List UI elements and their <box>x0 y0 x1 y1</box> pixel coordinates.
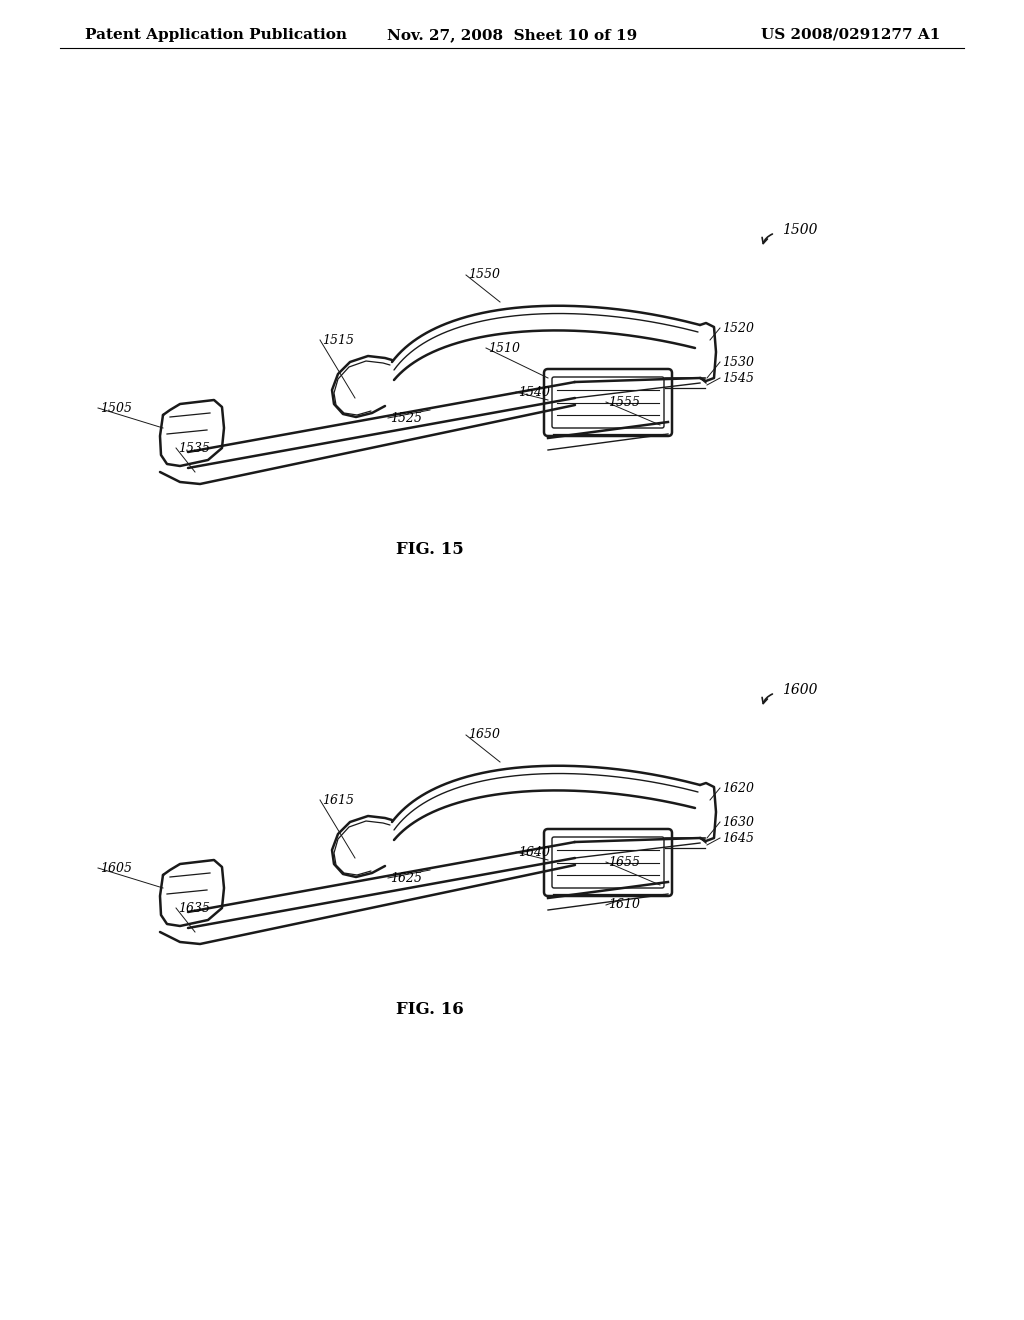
Text: 1500: 1500 <box>782 223 817 238</box>
Text: 1555: 1555 <box>608 396 640 408</box>
Text: 1615: 1615 <box>322 793 354 807</box>
Text: 1545: 1545 <box>722 371 754 384</box>
Text: 1640: 1640 <box>518 846 550 858</box>
Text: 1530: 1530 <box>722 355 754 368</box>
Text: 1515: 1515 <box>322 334 354 346</box>
Text: 1550: 1550 <box>468 268 500 281</box>
FancyBboxPatch shape <box>544 370 672 436</box>
Text: 1645: 1645 <box>722 832 754 845</box>
Text: Nov. 27, 2008  Sheet 10 of 19: Nov. 27, 2008 Sheet 10 of 19 <box>387 28 637 42</box>
Text: Patent Application Publication: Patent Application Publication <box>85 28 347 42</box>
Text: 1525: 1525 <box>390 412 422 425</box>
Text: FIG. 16: FIG. 16 <box>396 1002 464 1019</box>
Text: 1600: 1600 <box>782 682 817 697</box>
Text: 1520: 1520 <box>722 322 754 334</box>
Text: FIG. 15: FIG. 15 <box>396 541 464 558</box>
Text: 1510: 1510 <box>488 342 520 355</box>
Text: 1610: 1610 <box>608 899 640 912</box>
Text: 1650: 1650 <box>468 729 500 742</box>
Text: US 2008/0291277 A1: US 2008/0291277 A1 <box>761 28 940 42</box>
Text: 1605: 1605 <box>100 862 132 874</box>
Text: 1635: 1635 <box>178 902 210 915</box>
Text: 1620: 1620 <box>722 781 754 795</box>
Text: 1540: 1540 <box>518 385 550 399</box>
Text: 1625: 1625 <box>390 871 422 884</box>
Text: 1655: 1655 <box>608 855 640 869</box>
Text: 1535: 1535 <box>178 441 210 454</box>
FancyBboxPatch shape <box>544 829 672 896</box>
Text: 1505: 1505 <box>100 401 132 414</box>
Text: 1630: 1630 <box>722 816 754 829</box>
